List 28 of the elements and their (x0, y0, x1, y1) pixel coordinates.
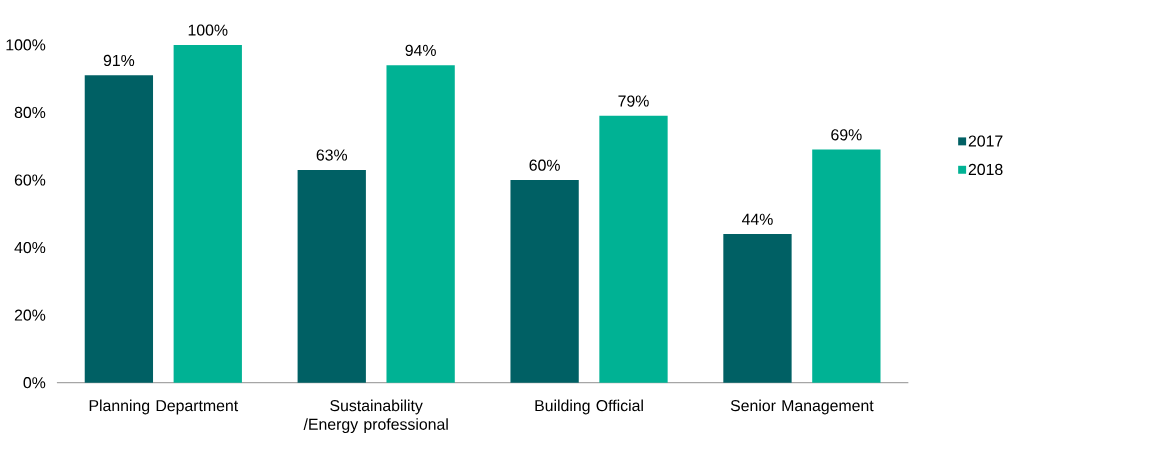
bar (812, 149, 881, 383)
y-tick-label: 100% (6, 39, 46, 51)
data-label: 100% (188, 24, 228, 36)
bar (599, 115, 668, 383)
y-tick-label: 0% (23, 376, 46, 389)
data-label: 60% (529, 159, 560, 171)
y-tick-label: 80% (14, 106, 46, 118)
data-label: 44% (741, 213, 773, 225)
data-label: 79% (618, 95, 649, 107)
data-label: 91% (103, 54, 135, 66)
y-tick-label: 60% (14, 174, 46, 186)
bar (510, 179, 579, 383)
legend-label: 2017 (968, 135, 1003, 147)
bar (386, 64, 455, 383)
legend-label: 2018 (968, 163, 1003, 175)
data-label: 94% (405, 44, 436, 56)
bar (723, 233, 792, 383)
y-tick-label: 40% (14, 241, 46, 253)
x-tick-label: Senior Management (730, 399, 874, 415)
x-tick-label: Planning Department (89, 399, 239, 415)
x-tick-label: Building Official (535, 399, 643, 415)
bar (84, 75, 154, 383)
data-label: 69% (831, 128, 862, 141)
bar (297, 169, 366, 383)
x-tick-label: Sustainability /Energy professional (303, 399, 448, 433)
y-tick-label: 20% (14, 309, 46, 321)
bar (173, 44, 242, 383)
data-label: 63% (316, 149, 348, 161)
